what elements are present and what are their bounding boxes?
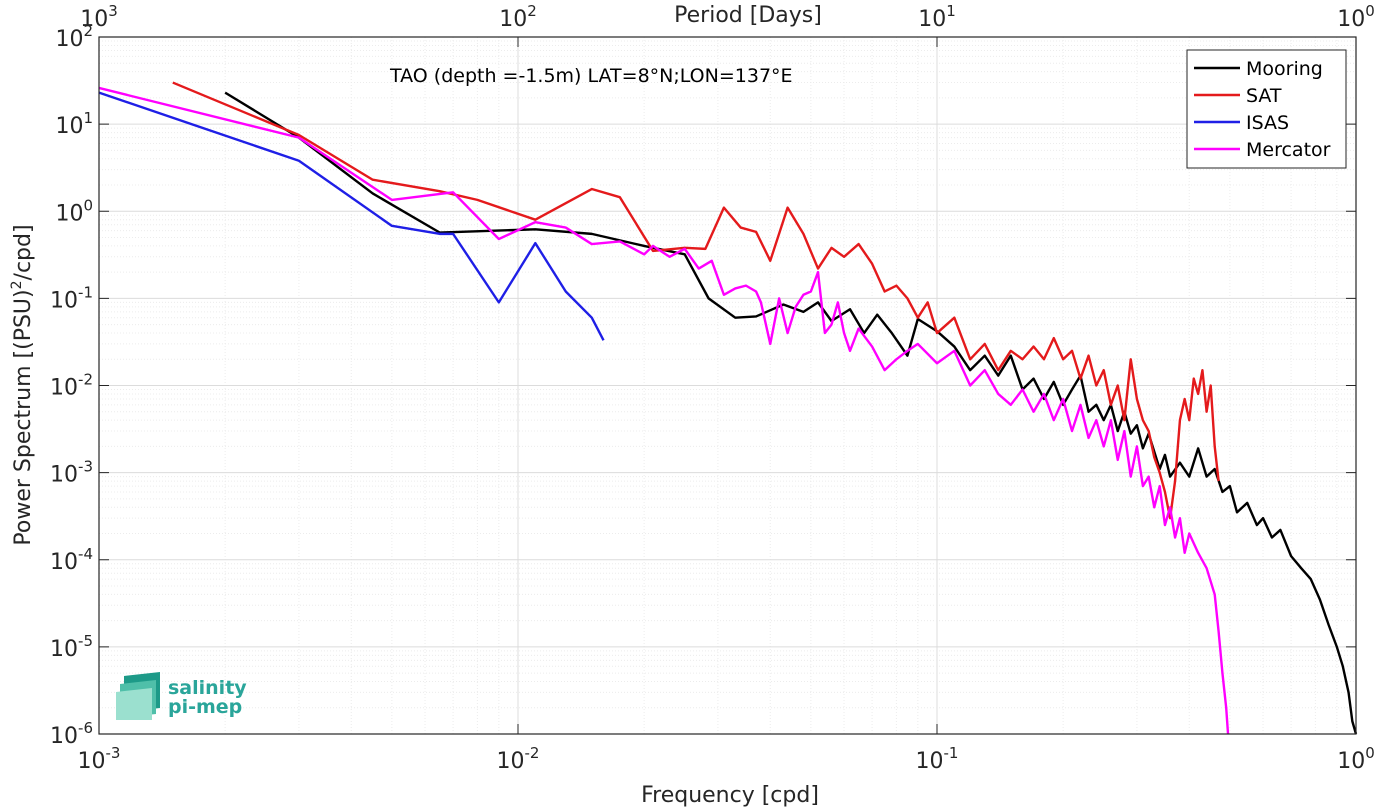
y-tick-label-base: 10 [50,376,78,401]
top-tick-label-exp: 1 [946,2,956,20]
legend: Mooring SAT ISAS Mercator [1186,49,1347,169]
ticks [98,36,1357,735]
top-tick-label-base: 10 [918,7,946,32]
logo-mark-front [116,688,152,720]
y-tick-label-exp: -2 [78,371,93,389]
y-tick-label-exp: -4 [78,545,93,563]
legend-label-mercator: Mercator [1246,139,1331,161]
series-line-sat [172,81,1220,520]
x-tick-label: 10-2 [497,744,540,774]
legend-label-mooring: Mooring [1246,58,1323,80]
y-tick-label: 10-3 [50,458,93,488]
y-tick-label-base: 10 [50,463,78,488]
y-tick-label-exp: 1 [83,109,93,127]
y-tick-label-exp: 0 [83,196,93,214]
top-tick-label: 100 [1337,2,1375,32]
y-tick-label-base: 10 [50,288,78,313]
y-axis-title-main: Power Spectrum [(PSU) [11,289,36,545]
top-tick-label: 102 [499,2,537,32]
y-tick-label-base: 10 [55,27,83,52]
legend-label-sat: SAT [1246,85,1282,107]
x-tick-label: 10-3 [78,744,121,774]
x-axis-title: Frequency [cpd] [641,783,819,808]
x-tick-label-base: 10 [78,749,106,774]
x-tick-label-base: 10 [497,749,525,774]
x-tick-label-exp: 0 [1365,744,1375,762]
top-axis-title: Period [Days] [674,3,822,28]
y-axis-title-tail: /cpd] [11,224,36,280]
x-tick-label-base: 10 [1337,749,1365,774]
y-tick-label-base: 10 [50,637,78,662]
x-tick-label: 10-1 [916,744,959,774]
top-tick-label-exp: 3 [108,2,118,20]
grid [99,37,1356,734]
x-tick-label-exp: -3 [106,744,121,762]
y-tick-label-base: 10 [50,724,78,749]
y-tick-label: 10-5 [50,632,93,662]
x-tick-label-exp: -2 [525,744,540,762]
y-tick-label-exp: -3 [78,458,93,476]
top-tick-label-base: 10 [1337,7,1365,32]
y-tick-label: 10-6 [50,719,93,749]
y-axis-title: Power Spectrum [(PSU)2/cpd] [9,224,36,545]
annotation-text: TAO (depth =-1.5m) LAT=8°N;LON=137°E [389,65,793,87]
y-tick-label: 10-2 [50,371,93,401]
top-tick-label-exp: 2 [527,2,537,20]
salinity-pi-mep-logo: salinity pi-mep [116,672,247,720]
x-tick-label-exp: -1 [944,744,959,762]
x-tick-label: 100 [1337,744,1375,774]
y-tick-label: 10-4 [50,545,93,575]
y-tick-label: 100 [55,196,93,226]
top-tick-label-exp: 0 [1365,2,1375,20]
y-tick-label-exp: 2 [83,22,93,40]
y-tick-label-exp: -6 [78,719,93,737]
top-tick-label-base: 10 [80,7,108,32]
top-tick-label: 101 [918,2,956,32]
y-tick-label: 10-1 [50,283,93,313]
y-tick-label-base: 10 [55,114,83,139]
top-tick-label: 103 [80,2,118,32]
y-tick-label-exp: -5 [78,632,93,650]
y-tick-label-exp: -1 [78,283,93,301]
logo-line1: salinity [168,677,247,699]
x-tick-label-base: 10 [916,749,944,774]
y-tick-label-base: 10 [55,201,83,226]
y-tick-label-base: 10 [50,550,78,575]
logo-line2: pi-mep [168,696,242,718]
y-tick-label: 101 [55,109,93,139]
y-tick-label: 102 [55,22,93,52]
y-axis-title-sup: 2 [9,280,25,289]
series-line-isas [98,91,605,341]
legend-label-isas: ISAS [1246,112,1289,134]
series-line-mooring [224,91,1358,735]
series-layer [98,81,1358,735]
series-line-mercator [98,86,1230,735]
top-tick-label-base: 10 [499,7,527,32]
